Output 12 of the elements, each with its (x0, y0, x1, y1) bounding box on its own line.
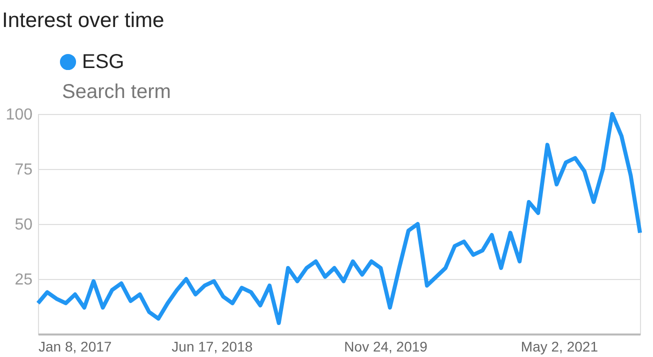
x-tick-label: Jan 8, 2017 (38, 338, 112, 354)
x-tick-label: Jun 17, 2018 (172, 338, 253, 354)
text: Search term (62, 81, 171, 103)
x-tick-label: May 2, 2021 (520, 338, 598, 354)
y-tick-label: 50 (14, 216, 33, 234)
y-tick-label: 75 (14, 162, 33, 178)
legend-label: ESG (82, 51, 124, 73)
line-series (36, 112, 642, 325)
x-tick-label: Nov 24, 2019 (344, 338, 428, 354)
y-tick-label: 100 (6, 106, 33, 124)
chart-title: Interest over time (2, 9, 164, 32)
y-tick-label: 25 (14, 272, 33, 288)
